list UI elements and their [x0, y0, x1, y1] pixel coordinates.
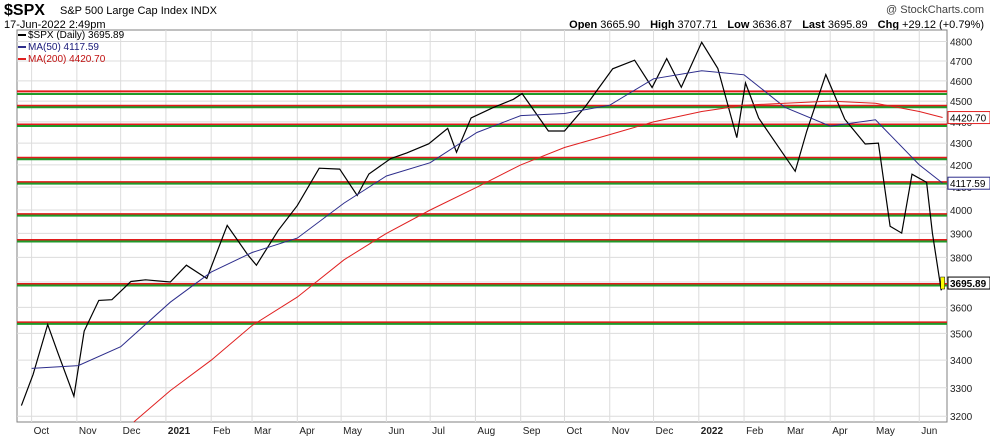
chart-title: S&P 500 Large Cap Index INDX [60, 5, 217, 17]
grid-layer [16, 29, 948, 423]
price-label-text: 4117.59 [950, 179, 986, 190]
high-value: 3707.71 [677, 19, 718, 31]
y-tick-label: 3200 [950, 412, 973, 423]
price-label-box [947, 111, 990, 125]
x-tick-label: Oct [566, 426, 582, 437]
price-label-text: 3695.89 [950, 279, 987, 290]
y-tick-label: 3400 [950, 356, 973, 367]
legend-ma200: MA(200) 4420.70 [18, 54, 105, 65]
legend-ma50: MA(50) 4117.59 [18, 42, 99, 53]
legend-ma50-text: MA(50) 4117.59 [28, 42, 99, 53]
series-layer [20, 41, 945, 423]
exchange-label: INDX [190, 5, 217, 17]
low-value: 3636.87 [752, 19, 793, 31]
index-name: S&P 500 Large Cap Index [60, 5, 188, 17]
y-tick-label: 3800 [950, 253, 973, 264]
ohlc-summary: Open 3665.90 High 3707.71 Low 3636.87 Last 3… [562, 19, 984, 31]
x-tick-label: Feb [746, 426, 764, 437]
legend-ma200-swatch [18, 58, 26, 61]
low-label: Low [727, 19, 750, 31]
y-tick-label: 4300 [950, 139, 973, 150]
y-tick-label: 3900 [950, 229, 973, 240]
x-tick-label: Dec [123, 426, 141, 437]
y-tick-label: 4500 [950, 97, 973, 108]
price-label-text: 4420.70 [950, 114, 987, 125]
x-tick-label: May [343, 426, 362, 437]
x-tick-label: Sep [523, 426, 541, 437]
y-tick-label: 4200 [950, 161, 973, 172]
x-tick-label: Oct [34, 426, 50, 437]
change-label: Chg [877, 19, 900, 31]
change-value: +29.12 (+0.79%) [902, 19, 984, 31]
price-line [20, 41, 944, 406]
x-tick-label: 2022 [701, 426, 724, 437]
high-label: High [650, 19, 675, 31]
x-tick-label: May [876, 426, 895, 437]
legend-price-swatch [18, 34, 26, 37]
plot-frame [16, 29, 948, 423]
price-label-box [947, 176, 990, 190]
legend-ma50-swatch [18, 46, 26, 49]
legend-ma200-text: MA(200) 4420.70 [28, 54, 106, 65]
x-tick-label: Apr [299, 426, 315, 437]
x-tick-label: 2021 [168, 426, 191, 437]
x-tick-label: Dec [656, 426, 674, 437]
x-tick-label: Jul [432, 426, 445, 437]
x-tick-label: Mar [787, 426, 805, 437]
stockcharts-watermark: @ StockCharts.com [886, 4, 984, 16]
x-tick-label: Nov [612, 426, 630, 437]
y-tick-label: 3500 [950, 329, 973, 340]
y-tick-label: 3300 [950, 384, 973, 395]
x-tick-label: Jun [388, 426, 404, 437]
legend-price: $SPX (Daily) 3695.89 [18, 30, 124, 41]
price-label-box [947, 276, 990, 290]
open-value: 3665.90 [600, 19, 641, 31]
x-tick-label: Feb [213, 426, 231, 437]
y-tick-label: 4700 [950, 57, 973, 68]
y-tick-label: 4600 [950, 77, 973, 88]
y-tick-label: 3600 [950, 303, 973, 314]
quote-timestamp: 17-Jun-2022 2:49pm [4, 19, 106, 31]
y-tick-label: 4000 [950, 206, 973, 217]
support-resistance-levels [17, 90, 947, 325]
x-tick-label: Aug [477, 426, 495, 437]
x-tick-label: Nov [79, 426, 97, 437]
legend-price-text: $SPX (Daily) 3695.89 [28, 30, 125, 41]
ticker-symbol: $SPX [4, 2, 45, 19]
axis-layer: 3200330034003500360037003800390040004100… [34, 37, 990, 437]
ma50-line [31, 70, 943, 369]
y-tick-label: 4800 [950, 37, 973, 48]
x-tick-label: Jun [921, 426, 937, 437]
last-price-marker [940, 276, 945, 290]
x-tick-label: Mar [254, 426, 272, 437]
last-label: Last [802, 19, 825, 31]
ma200-line [133, 100, 943, 423]
x-tick-label: Apr [832, 426, 848, 437]
last-value: 3695.89 [827, 19, 868, 31]
open-label: Open [569, 19, 598, 31]
